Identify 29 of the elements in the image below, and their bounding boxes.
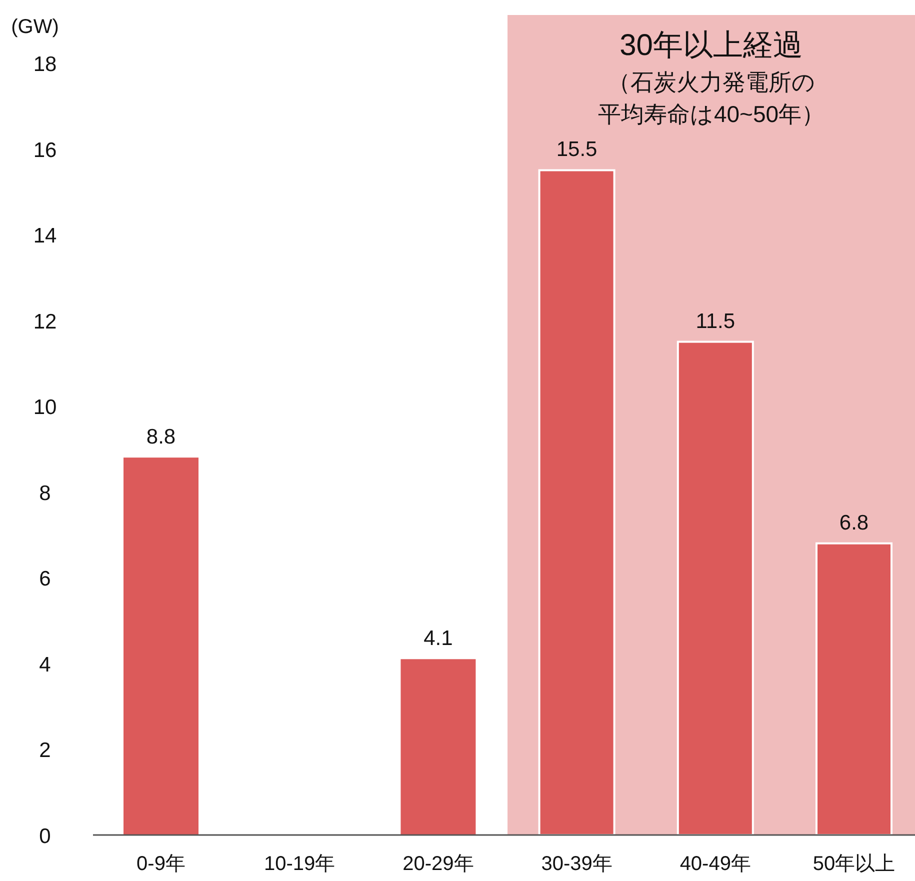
y-tick-label: 6	[39, 568, 51, 591]
x-tick-label: 50年以上	[812, 853, 896, 875]
data-label: 15.5	[556, 138, 598, 162]
y-tick-label: 18	[33, 53, 57, 76]
annotation: 平均寿命は40~50年）	[598, 101, 825, 127]
y-tick-label: 4	[39, 653, 52, 676]
bar	[676, 340, 754, 836]
y-tick-label: 16	[33, 138, 57, 162]
band-label: 30年以上経過	[620, 29, 803, 62]
annotation: （石炭火力発電所の	[607, 69, 816, 95]
y-tick-label: 2	[39, 739, 51, 762]
x-tick-label: 30-39年	[541, 853, 612, 875]
x-tick-label: 10-19年	[264, 853, 336, 875]
y-tick-label: 14	[33, 224, 57, 248]
x-tick-label: 0-9年	[136, 853, 186, 875]
y-tick-label: 10	[33, 396, 57, 420]
y-axis-title: (GW)	[11, 16, 59, 38]
y-tick-label: 12	[33, 310, 57, 334]
bar	[538, 169, 616, 836]
data-label: 6.8	[839, 511, 869, 534]
bar	[816, 542, 892, 836]
y-tick-label: 8	[39, 482, 51, 505]
data-label: 4.1	[424, 627, 453, 650]
x-tick-label: 20-29年	[402, 853, 474, 875]
bar	[400, 659, 476, 835]
data-label: 11.5	[696, 310, 736, 333]
y-tick-label: 0	[39, 825, 51, 848]
x-tick-label: 40-49年	[680, 853, 751, 875]
data-label: 8.8	[146, 426, 176, 449]
